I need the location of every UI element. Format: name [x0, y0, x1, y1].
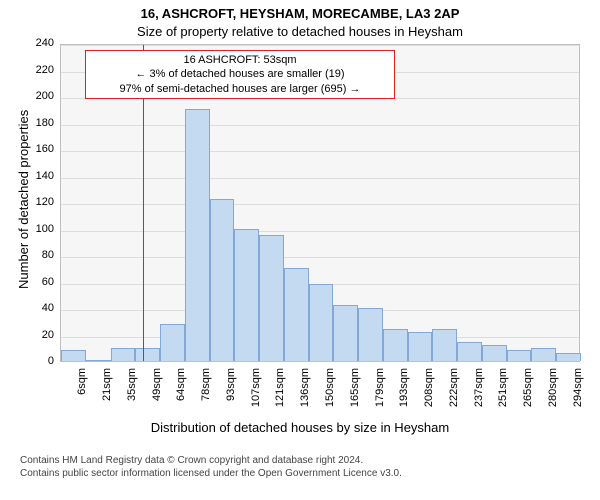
histogram-bar [507, 350, 532, 361]
gridline [61, 125, 579, 126]
histogram-bar [482, 345, 507, 361]
histogram-bar [259, 235, 284, 361]
histogram-bar [61, 350, 86, 361]
gridline [61, 178, 579, 179]
x-tick-label: 193sqm [398, 368, 410, 407]
annotation-box: 16 ASHCROFT: 53sqm← 3% of detached house… [85, 50, 395, 99]
x-tick-label: 35sqm [126, 368, 138, 401]
y-tick-label: 40 [26, 302, 54, 314]
x-tick-label: 93sqm [225, 368, 237, 401]
x-tick-label: 121sqm [274, 368, 286, 407]
annotation-line: 97% of semi-detached houses are larger (… [90, 82, 390, 96]
histogram-bar [135, 348, 160, 361]
y-tick-label: 100 [26, 223, 54, 235]
x-tick-label: 265sqm [522, 368, 534, 407]
histogram-bar [556, 353, 581, 361]
histogram-bar [185, 109, 210, 361]
credit-text: Contains HM Land Registry data © Crown c… [0, 454, 600, 480]
y-tick-label: 20 [26, 329, 54, 341]
gridline [61, 151, 579, 152]
histogram-bar [408, 332, 433, 361]
histogram-bar [234, 229, 259, 362]
x-tick-label: 280sqm [547, 368, 559, 407]
x-tick-label: 107sqm [250, 368, 262, 407]
histogram-bar [358, 308, 383, 361]
y-tick-label: 0 [26, 355, 54, 367]
x-tick-label: 21sqm [101, 368, 113, 401]
credit-line2: Contains public sector information licen… [20, 467, 600, 480]
y-tick-label: 80 [26, 249, 54, 261]
chart-container: 16, ASHCROFT, HEYSHAM, MORECAMBE, LA3 2A… [0, 0, 600, 500]
x-tick-label: 49sqm [151, 368, 163, 401]
annotation-line: 16 ASHCROFT: 53sqm [90, 53, 390, 67]
x-axis-title: Distribution of detached houses by size … [0, 420, 600, 435]
x-tick-label: 64sqm [175, 368, 187, 401]
histogram-bar [160, 324, 185, 361]
x-tick-label: 78sqm [200, 368, 212, 401]
y-tick-label: 160 [26, 143, 54, 155]
x-tick-label: 6sqm [76, 368, 88, 395]
histogram-bar [86, 360, 111, 361]
y-tick-label: 60 [26, 276, 54, 288]
histogram-bar [457, 342, 482, 361]
x-tick-label: 208sqm [423, 368, 435, 407]
chart-title-line2: Size of property relative to detached ho… [0, 24, 600, 39]
y-tick-label: 140 [26, 170, 54, 182]
histogram-bar [111, 348, 136, 361]
histogram-bar [210, 199, 235, 361]
histogram-bar [432, 329, 457, 361]
gridline [61, 204, 579, 205]
y-tick-label: 180 [26, 117, 54, 129]
histogram-bar [309, 284, 334, 361]
annotation-line: ← 3% of detached houses are smaller (19) [90, 67, 390, 81]
histogram-bar [531, 348, 556, 361]
x-tick-label: 222sqm [448, 368, 460, 407]
histogram-bar [333, 305, 358, 361]
x-tick-label: 237sqm [473, 368, 485, 407]
x-tick-label: 251sqm [497, 368, 509, 407]
histogram-bar [383, 329, 408, 361]
y-tick-label: 200 [26, 90, 54, 102]
gridline [61, 257, 579, 258]
gridline [61, 231, 579, 232]
gridline [61, 45, 579, 46]
y-tick-label: 220 [26, 64, 54, 76]
credit-line1: Contains HM Land Registry data © Crown c… [20, 454, 600, 467]
y-tick-label: 240 [26, 37, 54, 49]
x-tick-label: 179sqm [374, 368, 386, 407]
histogram-bar [284, 268, 309, 361]
x-tick-label: 165sqm [349, 368, 361, 407]
x-tick-label: 294sqm [572, 368, 584, 407]
y-tick-label: 120 [26, 196, 54, 208]
x-tick-label: 136sqm [299, 368, 311, 407]
chart-title-line1: 16, ASHCROFT, HEYSHAM, MORECAMBE, LA3 2A… [0, 6, 600, 21]
x-tick-label: 150sqm [324, 368, 336, 407]
